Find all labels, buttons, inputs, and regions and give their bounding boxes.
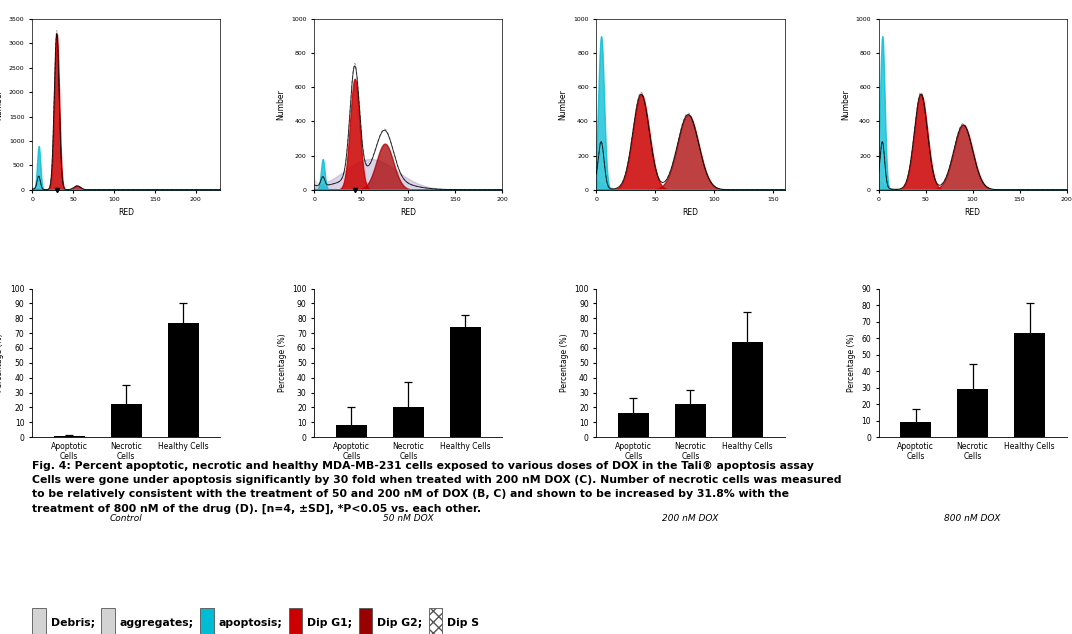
Bar [392, 408, 425, 437]
Bar [167, 323, 199, 437]
Bar [674, 404, 706, 437]
Y-axis label: Percentage (%): Percentage (%) [278, 333, 286, 392]
Bar [617, 413, 650, 437]
Text: Dip G1;: Dip G1; [308, 618, 353, 628]
X-axis label: RED: RED [400, 208, 416, 217]
Text: 50 nM DOX: 50 nM DOX [383, 514, 434, 523]
Text: Debris;: Debris; [50, 618, 95, 628]
Y-axis label: Number: Number [840, 89, 850, 120]
FancyBboxPatch shape [200, 607, 213, 634]
Bar [336, 425, 367, 437]
Text: aggregates;: aggregates; [120, 618, 194, 628]
FancyBboxPatch shape [101, 607, 115, 634]
Text: Fig. 4: Percent apoptotic, necrotic and healthy MDA-MB-231 cells exposed to vari: Fig. 4: Percent apoptotic, necrotic and … [32, 460, 842, 514]
Bar [957, 389, 988, 437]
Text: 200 nM DOX: 200 nM DOX [662, 514, 718, 523]
Y-axis label: Percentage (%): Percentage (%) [847, 333, 855, 392]
Text: 800 nM DOX: 800 nM DOX [944, 514, 1001, 523]
Bar [732, 342, 763, 437]
Y-axis label: Percentage (%): Percentage (%) [0, 333, 4, 392]
Y-axis label: Number: Number [559, 89, 568, 120]
FancyBboxPatch shape [288, 607, 302, 634]
X-axis label: RED: RED [118, 208, 134, 217]
Bar [54, 436, 85, 437]
Bar [899, 422, 932, 437]
Text: Control: Control [109, 514, 143, 523]
X-axis label: RED: RED [965, 208, 981, 217]
Y-axis label: Number: Number [277, 89, 285, 120]
Text: Dip S: Dip S [447, 618, 479, 628]
Text: Dip G2;: Dip G2; [377, 618, 422, 628]
FancyBboxPatch shape [32, 607, 46, 634]
Y-axis label: Percentage (%): Percentage (%) [560, 333, 569, 392]
Text: apoptosis;: apoptosis; [219, 618, 283, 628]
Bar [1014, 333, 1045, 437]
Bar [449, 327, 481, 437]
FancyBboxPatch shape [359, 607, 372, 634]
FancyBboxPatch shape [429, 607, 443, 634]
Bar [110, 404, 142, 437]
Y-axis label: Number: Number [0, 89, 3, 120]
X-axis label: RED: RED [683, 208, 699, 217]
